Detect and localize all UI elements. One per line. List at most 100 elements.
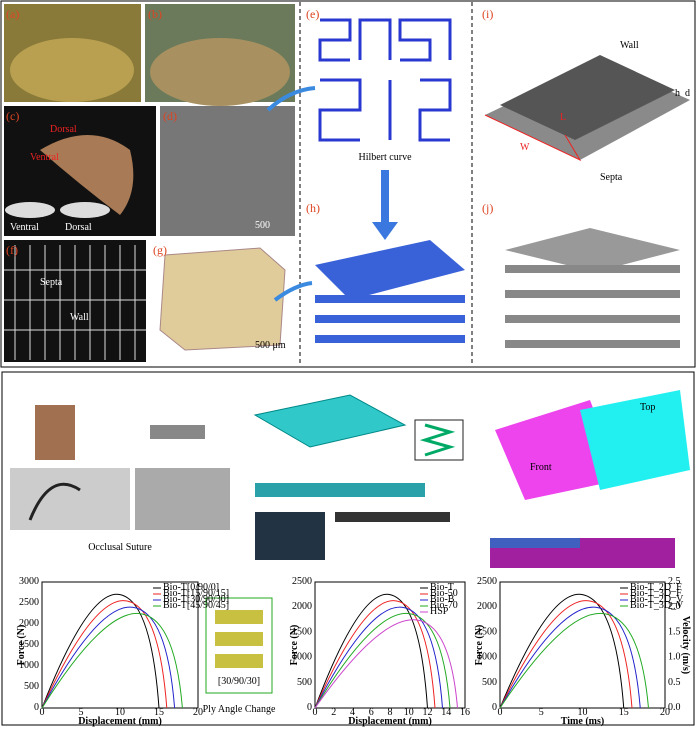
x-tick-label: 16	[460, 707, 470, 718]
legend-label: Bio-T_3D_F	[630, 588, 682, 599]
x-tick-label: 4	[350, 707, 355, 718]
cross-section	[255, 483, 425, 497]
y-tick-label: 2000	[19, 618, 39, 629]
panel-label: (b)	[148, 7, 162, 21]
plot-area	[314, 581, 466, 709]
x-tick-label: 5	[539, 707, 544, 718]
legend-label: Bio-T_2D_V	[630, 594, 684, 605]
micrograph	[135, 468, 230, 530]
y-tick-label: 2500	[292, 576, 312, 587]
label: Wall	[620, 40, 639, 51]
bottom-frame	[1, 371, 695, 726]
curve	[499, 600, 633, 709]
x-tick-label: 0	[498, 707, 503, 718]
y2-tick-label: 0.0	[668, 702, 681, 713]
x-tick-label: 14	[441, 707, 451, 718]
x-axis-label: Displacement (mm)	[78, 716, 162, 727]
y2-tick-label: 2.5	[668, 576, 681, 587]
zigzag	[419, 423, 456, 457]
label: Ventral	[30, 152, 59, 163]
panel-label: (c)	[6, 109, 19, 123]
panel-label: (e)	[306, 7, 319, 21]
y2-tick-label: 1.5	[668, 626, 681, 637]
legend-label: Bio-T	[430, 582, 454, 593]
y-axis-label: Force (N)	[289, 625, 300, 666]
legend-label: Bio-50	[430, 588, 458, 599]
label: Septa	[40, 277, 63, 288]
y2-tick-label: 0.5	[668, 677, 681, 688]
y-tick-label: 500	[297, 677, 312, 688]
cuttlebone	[5, 202, 55, 218]
y-tick-label: 2500	[19, 597, 39, 608]
arrow	[273, 281, 313, 302]
coral	[150, 38, 290, 106]
suture-line	[28, 482, 81, 521]
caption: Hilbert curve	[358, 152, 412, 163]
x-tick-label: 0	[313, 707, 318, 718]
label: Wall	[70, 312, 89, 323]
x-tick-label: 10	[404, 707, 414, 718]
x-tick-label: 12	[423, 707, 433, 718]
y-tick-label: 2000	[477, 601, 497, 612]
ct-strip	[335, 512, 450, 522]
curve	[41, 593, 160, 709]
suture-photo	[150, 425, 205, 439]
legend-label: HSP	[430, 606, 449, 617]
y-axis-label: Force (N)	[474, 625, 485, 666]
y2-tick-label: 1.0	[668, 652, 681, 663]
cuttlefish	[40, 135, 134, 215]
x-tick-label: 0	[40, 707, 45, 718]
plate	[253, 394, 407, 448]
curve	[499, 612, 649, 709]
legend-label: Bio-T_3D_V	[630, 600, 684, 611]
y-tick-label: 500	[24, 681, 39, 692]
y-tick-label: 1000	[292, 652, 312, 663]
curve	[41, 612, 183, 709]
label: d	[685, 88, 690, 99]
y-tick-label: 0	[307, 702, 312, 713]
arrow	[372, 222, 398, 240]
x-tick-label: 20	[660, 707, 670, 718]
walls	[500, 55, 675, 140]
walls	[4, 245, 146, 360]
y-tick-label: 500	[482, 677, 497, 688]
label: Dorsal	[50, 124, 77, 135]
layers	[580, 390, 690, 490]
dimension	[484, 114, 582, 162]
plot-area	[41, 581, 199, 709]
x-tick-label: 2	[331, 707, 336, 718]
legend-label: Bio-T[0/90/0]	[163, 582, 219, 593]
legend-label: Bio-T_2D_F	[630, 582, 682, 593]
y-tick-label: 0	[492, 702, 497, 713]
y-axis-label: Force (N)	[16, 625, 27, 666]
scale-bar: 500 μm	[255, 340, 286, 351]
top-frame	[0, 0, 696, 368]
legend-label: Bio-T[15/90/15]	[163, 588, 229, 599]
label: L	[560, 112, 566, 123]
x-tick-label: 10	[115, 707, 125, 718]
y-tick-label: 3000	[19, 576, 39, 587]
x-tick-label: 15	[154, 707, 164, 718]
sample-block	[159, 247, 286, 351]
arrow	[266, 86, 316, 112]
y-tick-label: 1000	[477, 652, 497, 663]
label: h	[675, 88, 680, 99]
curve	[41, 600, 168, 709]
panel-label: (d)	[163, 109, 177, 123]
skull-photo	[35, 405, 75, 460]
curve	[314, 606, 443, 709]
legend-label: Bio-B	[430, 594, 455, 605]
y-tick-label: 2500	[477, 576, 497, 587]
y-tick-label: 1000	[19, 660, 39, 671]
y-tick-label: 1500	[292, 626, 312, 637]
micrograph	[10, 468, 130, 530]
y-tick-label: 1500	[477, 626, 497, 637]
y-tick-label: 2000	[292, 601, 312, 612]
label: Front	[530, 462, 552, 473]
ct-scan	[255, 512, 325, 560]
x-tick-label: 20	[193, 707, 203, 718]
label: Ventral	[10, 222, 39, 233]
curve	[314, 593, 428, 709]
legend-label: Bio-T[45/90/45]	[163, 600, 229, 611]
